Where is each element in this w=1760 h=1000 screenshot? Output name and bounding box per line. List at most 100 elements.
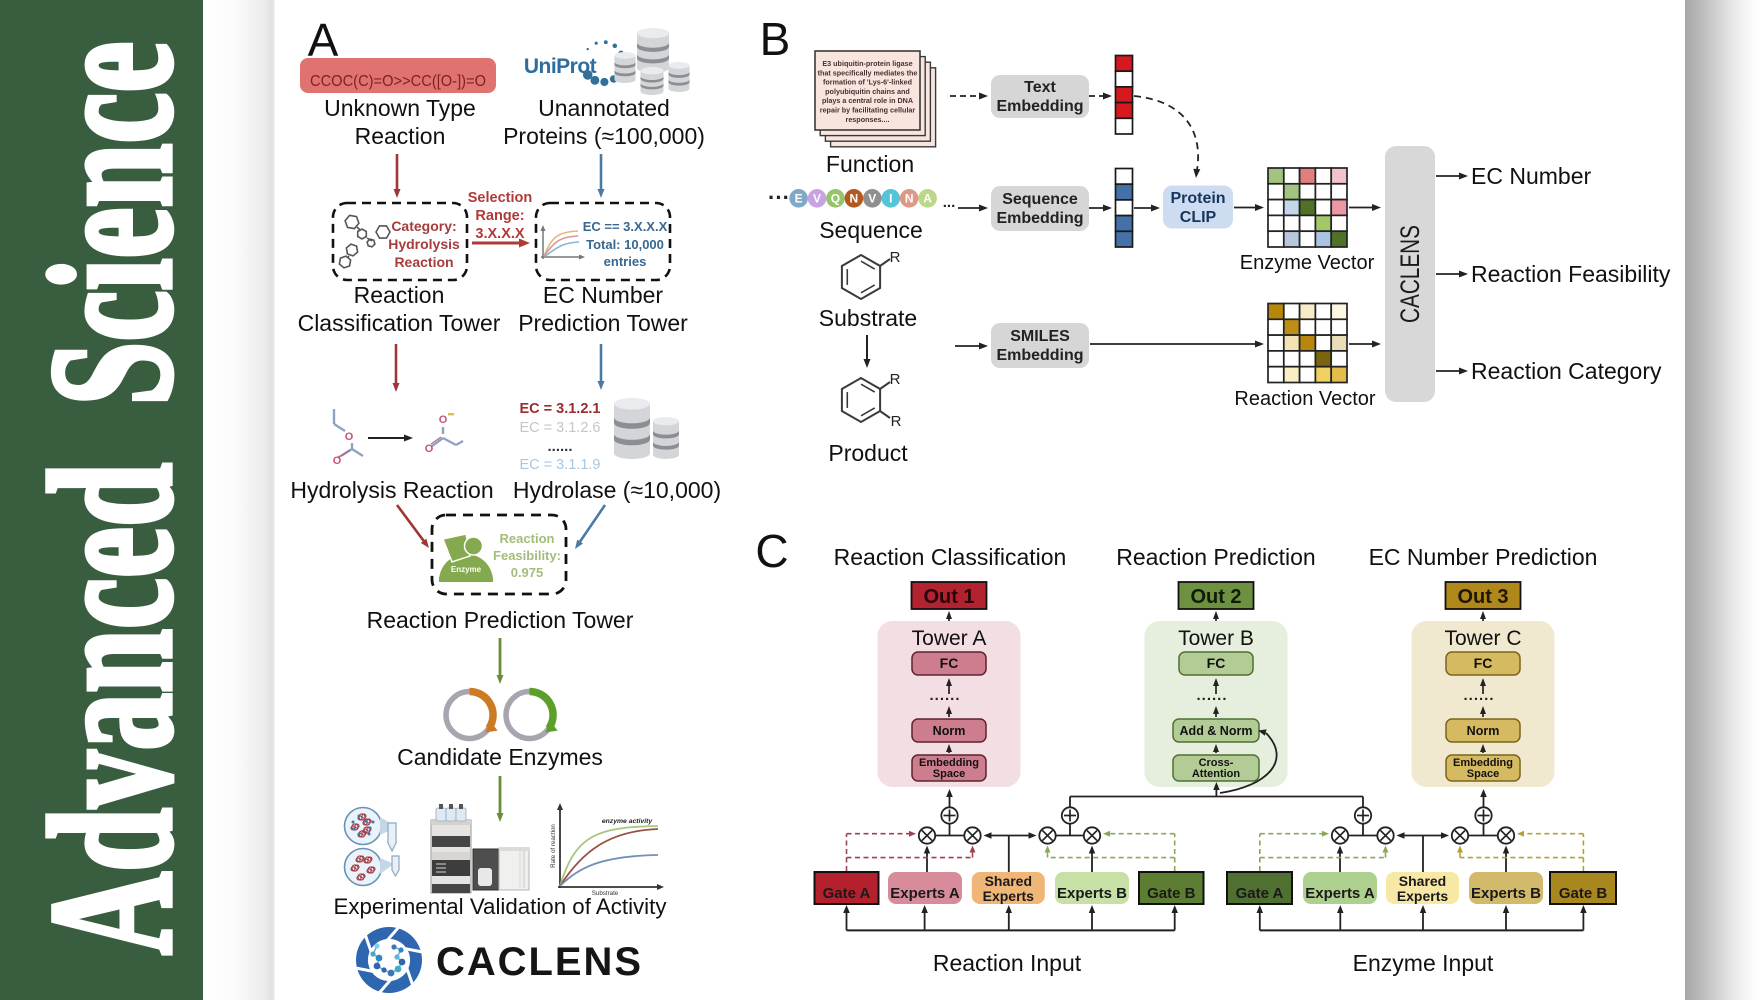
- svg-text:UniProt: UniProt: [524, 55, 597, 78]
- svg-text:Out 2: Out 2: [1190, 586, 1241, 608]
- svg-text:CCOC(C)=O>>CC([O-])=O: CCOC(C)=O>>CC([O-])=O: [310, 73, 486, 90]
- svg-text:Unannotated: Unannotated: [538, 95, 670, 121]
- svg-text:CACLENS: CACLENS: [436, 940, 643, 984]
- svg-text:EC Number Prediction: EC Number Prediction: [1369, 544, 1598, 570]
- svg-text:Attention: Attention: [1192, 768, 1241, 780]
- svg-text:E3 ubiquitin-protein ligase: E3 ubiquitin-protein ligase: [822, 59, 912, 68]
- svg-text:formation of 'Lys-6'-linked: formation of 'Lys-6'-linked: [823, 78, 912, 87]
- svg-text:Reaction Input: Reaction Input: [933, 950, 1082, 976]
- svg-text:Enzyme Vector: Enzyme Vector: [1240, 252, 1375, 274]
- svg-text:Unknown Type: Unknown Type: [324, 95, 476, 121]
- svg-text:Reaction: Reaction: [355, 123, 446, 149]
- svg-text:Experimental Validation of Act: Experimental Validation of Activity: [334, 894, 668, 919]
- svg-text:Hydrolysis Reaction: Hydrolysis Reaction: [290, 477, 493, 503]
- svg-text:0.975: 0.975: [511, 565, 544, 580]
- svg-text:N: N: [905, 192, 914, 206]
- svg-text:Q: Q: [831, 192, 840, 206]
- svg-text:Reaction Prediction Tower: Reaction Prediction Tower: [367, 607, 634, 633]
- svg-text:···: ···: [768, 185, 790, 210]
- svg-text:FC: FC: [1207, 655, 1226, 671]
- svg-text:Classification Tower: Classification Tower: [298, 310, 501, 336]
- svg-text:EC Number: EC Number: [1471, 163, 1591, 189]
- svg-text:E: E: [795, 192, 803, 206]
- svg-text:A: A: [923, 192, 932, 206]
- svg-text:Total: 10,000: Total: 10,000: [586, 237, 664, 252]
- svg-text:B: B: [760, 13, 791, 65]
- svg-text:C: C: [755, 525, 788, 577]
- svg-text:CLIP: CLIP: [1180, 209, 1217, 226]
- svg-text:......: ......: [929, 687, 960, 704]
- svg-text:CACLENS: CACLENS: [1395, 225, 1425, 323]
- svg-text:Reaction Prediction: Reaction Prediction: [1116, 544, 1315, 570]
- svg-text:Tower C: Tower C: [1444, 627, 1521, 650]
- svg-text:Protein: Protein: [1170, 190, 1225, 207]
- svg-text:Gate B: Gate B: [1147, 885, 1196, 902]
- svg-text:Reaction Feasibility: Reaction Feasibility: [1471, 261, 1671, 287]
- svg-text:FC: FC: [940, 655, 959, 671]
- svg-text:Norm: Norm: [1467, 724, 1500, 738]
- svg-text:V: V: [868, 192, 876, 206]
- svg-text:Enzyme Input: Enzyme Input: [1353, 950, 1494, 976]
- svg-text:Hydrolase (≈10,000): Hydrolase (≈10,000): [513, 477, 721, 503]
- svg-text:Product: Product: [828, 440, 908, 466]
- svg-text:Feasibility:: Feasibility:: [493, 548, 561, 563]
- svg-text:Out 3: Out 3: [1457, 586, 1508, 608]
- svg-text:SMILES: SMILES: [1010, 328, 1070, 345]
- svg-text:EC = 3.1.2.6: EC = 3.1.2.6: [519, 420, 600, 436]
- svg-text:I: I: [889, 192, 892, 206]
- svg-text:Experts B: Experts B: [1057, 885, 1127, 902]
- svg-text:Embedding: Embedding: [996, 347, 1083, 364]
- svg-text:Space: Space: [933, 768, 965, 780]
- svg-text:...: ...: [943, 194, 956, 211]
- svg-text:O: O: [333, 455, 342, 467]
- svg-text:Prediction Tower: Prediction Tower: [518, 310, 688, 336]
- svg-text:entries: entries: [604, 254, 647, 269]
- svg-text:Gate A: Gate A: [1236, 885, 1284, 902]
- svg-text:Cross-: Cross-: [1199, 757, 1234, 769]
- svg-text:Function: Function: [826, 151, 914, 177]
- svg-text:enzyme activity: enzyme activity: [602, 818, 653, 825]
- svg-text:O: O: [345, 431, 354, 443]
- svg-text:Space: Space: [1467, 768, 1499, 780]
- svg-text:Hydrolysis: Hydrolysis: [388, 236, 460, 252]
- svg-text:A: A: [308, 14, 339, 66]
- svg-text:Proteins (≈100,000): Proteins (≈100,000): [503, 123, 705, 149]
- svg-text:Substrate: Substrate: [819, 305, 917, 331]
- svg-text:Experts: Experts: [983, 888, 1035, 904]
- svg-text:Embedding: Embedding: [919, 757, 979, 769]
- svg-text:Reaction: Reaction: [500, 531, 555, 546]
- svg-text:EC Number: EC Number: [543, 282, 663, 308]
- svg-text:Sequence: Sequence: [819, 217, 923, 243]
- svg-text:Reaction Vector: Reaction Vector: [1234, 388, 1376, 410]
- svg-text:FC: FC: [1474, 655, 1493, 671]
- svg-text:3.X.X.X: 3.X.X.X: [475, 226, 524, 242]
- svg-text:Advanced Science: Advanced Science: [15, 42, 209, 955]
- svg-text:Norm: Norm: [933, 724, 966, 738]
- svg-text:Embedding: Embedding: [996, 98, 1083, 115]
- svg-text:EC = 3.1.1.9: EC = 3.1.1.9: [519, 457, 600, 473]
- svg-text:Rate of reaction: Rate of reaction: [550, 824, 557, 868]
- svg-text:Experts: Experts: [1397, 888, 1449, 904]
- svg-text:Sequence: Sequence: [1002, 191, 1078, 208]
- svg-text:......: ......: [547, 438, 572, 455]
- svg-text:R: R: [891, 413, 902, 430]
- svg-text:Tower B: Tower B: [1178, 627, 1254, 650]
- svg-text:Embedding: Embedding: [1453, 757, 1513, 769]
- svg-text:......: ......: [1196, 687, 1227, 704]
- svg-text:polyubiquitin chains and: polyubiquitin chains and: [825, 87, 910, 96]
- svg-text:V: V: [813, 192, 821, 206]
- svg-text:O: O: [425, 443, 434, 455]
- svg-text:Reaction Classification: Reaction Classification: [834, 544, 1067, 570]
- svg-text:Shared: Shared: [1399, 873, 1446, 889]
- svg-text:Gate B: Gate B: [1559, 885, 1608, 902]
- svg-text:EC == 3.X.X.X: EC == 3.X.X.X: [583, 219, 668, 234]
- svg-text:repair by facilitating cellula: repair by facilitating cellular: [820, 106, 916, 115]
- svg-text:R: R: [890, 249, 901, 266]
- svg-text:Embedding: Embedding: [996, 210, 1083, 227]
- svg-text:Experts A: Experts A: [1305, 885, 1375, 902]
- svg-text:Gate A: Gate A: [823, 885, 871, 902]
- svg-text:O: O: [439, 414, 448, 426]
- svg-text:Add & Norm: Add & Norm: [1180, 724, 1253, 738]
- svg-text:Tower A: Tower A: [912, 627, 987, 650]
- svg-text:Selection: Selection: [468, 190, 532, 206]
